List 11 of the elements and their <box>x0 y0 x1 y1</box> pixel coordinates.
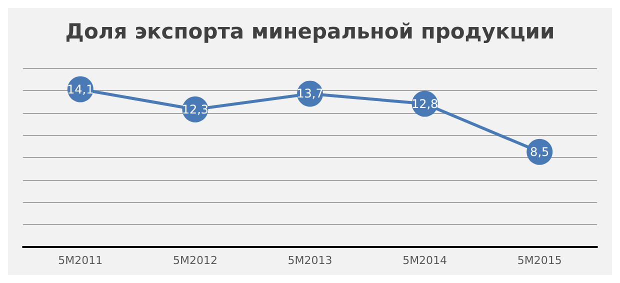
data-label: 12,3 <box>182 102 209 116</box>
x-tick-label: 5M2013 <box>288 254 332 267</box>
data-label: 13,7 <box>296 86 324 101</box>
chart-title: Доля экспорта минеральной продукции <box>65 20 555 44</box>
x-tick-label: 5M2011 <box>58 254 103 267</box>
x-tick-label: 5M2014 <box>402 254 448 267</box>
data-label: 14,1 <box>67 82 94 96</box>
x-tick-label: 5M2012 <box>172 254 218 267</box>
data-label: 8,5 <box>530 144 550 159</box>
data-label: 12,8 <box>411 96 438 111</box>
x-tick-label: 5M2015 <box>517 254 562 267</box>
